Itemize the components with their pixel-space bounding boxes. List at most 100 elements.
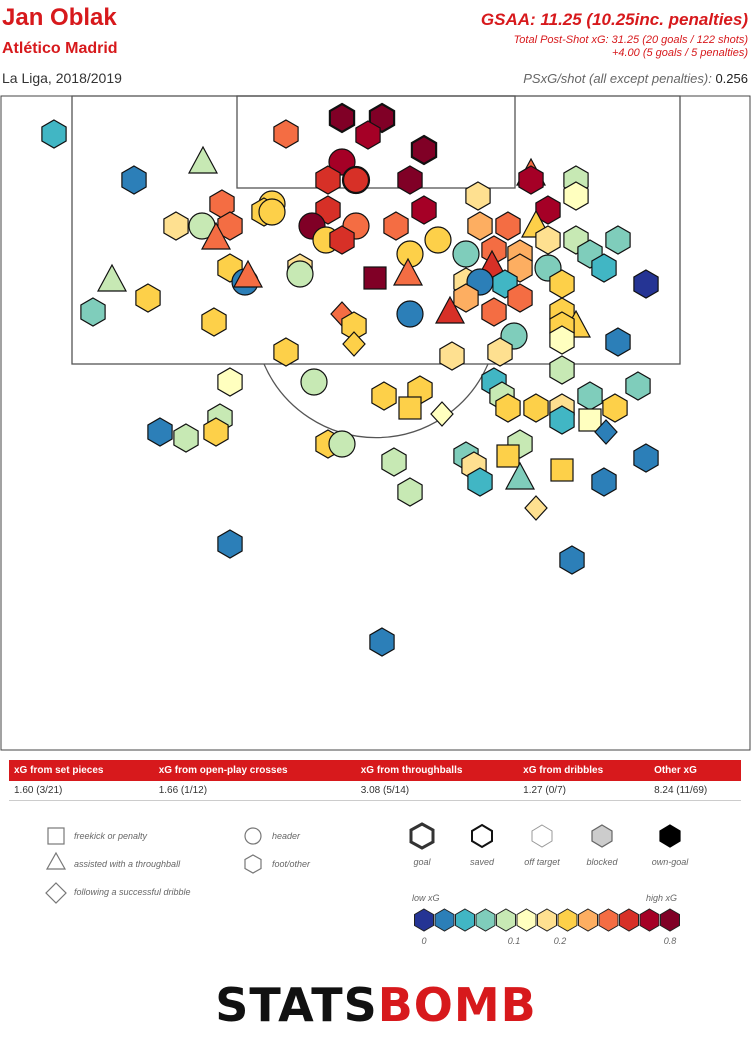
shot-marker [396, 300, 424, 328]
shot-marker [397, 165, 423, 195]
shot-marker [504, 461, 536, 490]
xg-scale-swatch [455, 908, 475, 932]
legend-throughball-label: assisted with a throughball [74, 859, 181, 869]
psxg-total: Total Post-Shot xG: 31.25 (20 goals / 12… [513, 34, 748, 46]
shot-marker [217, 529, 243, 559]
shot-marker [465, 181, 491, 211]
shot-marker [328, 430, 356, 458]
shot-marker [602, 393, 628, 423]
shot-marker [434, 295, 466, 324]
shot-marker [633, 443, 659, 473]
shot-marker [286, 260, 314, 288]
shot-marker [633, 269, 659, 299]
shot-marker [594, 419, 618, 445]
shot-marker [605, 327, 631, 357]
shot-marker [453, 283, 479, 313]
shot-marker [496, 444, 520, 468]
shot-marker [363, 266, 387, 290]
shot-marker [397, 477, 423, 507]
shot-marker [625, 371, 651, 401]
scale-tick-0.8: 0.8 [664, 936, 677, 946]
shot-marker [232, 259, 264, 288]
shot-marker [121, 165, 147, 195]
xg-scale-swatch [414, 908, 434, 932]
player-name: Jan Oblak [2, 4, 117, 31]
psxg-per-shot-label: PSxG/shot (all except penalties): [523, 71, 712, 86]
blocked-legend-icon [591, 824, 613, 848]
xg-scale-swatch [619, 908, 639, 932]
shot-marker [535, 195, 561, 225]
scale-tick-0: 0 [421, 936, 426, 946]
shot-marker [487, 337, 513, 367]
shot-marker [369, 627, 395, 657]
shot-marker [371, 381, 397, 411]
goal-legend-inner-icon [413, 826, 431, 846]
logo-stats: STATS [215, 978, 378, 1032]
shot-marker [201, 307, 227, 337]
shot-marker [41, 119, 67, 149]
shot-marker [559, 545, 585, 575]
shot-marker [383, 211, 409, 241]
shot-marker [549, 325, 575, 355]
circle-legend-icon [244, 827, 262, 845]
xg-header-throughballs: xG from throughballs [355, 760, 519, 781]
shot-marker [392, 257, 424, 286]
shot-marker [481, 297, 507, 327]
xg-scale-swatch [516, 908, 537, 932]
xg-value-crosses: 1.66 (1/12) [153, 781, 356, 801]
legend-off-target-label: off target [524, 857, 560, 867]
shot-marker [398, 396, 422, 420]
legend-blocked-label: blocked [586, 857, 618, 867]
shot-marker [411, 195, 437, 225]
shot-marker [187, 145, 219, 174]
legend: freekick or penalty assisted with a thro… [45, 822, 689, 946]
shot-marker [452, 240, 480, 268]
shot-marker [381, 447, 407, 477]
shot-marker [315, 165, 341, 195]
shot-marker [300, 368, 328, 396]
xg-scale-swatch [434, 908, 455, 932]
shot-marker [424, 226, 452, 254]
shot-marker [578, 408, 602, 432]
xg-header-set-pieces: xG from set pieces [9, 760, 154, 781]
shot-marker [217, 211, 243, 241]
legend-saved-label: saved [470, 857, 495, 867]
shot-marker [341, 165, 371, 195]
xg-scale-swatch [578, 908, 598, 932]
statsbomb-logo: STATSBOMB [0, 978, 752, 1032]
xg-value-throughballs: 3.08 (5/14) [355, 781, 519, 801]
xg-scale-swatch [639, 908, 660, 932]
shot-marker [535, 225, 561, 255]
shot-marker [80, 297, 106, 327]
scale-tick-0.1: 0.1 [508, 936, 521, 946]
shot-marker [342, 331, 366, 357]
shot-marker [217, 367, 243, 397]
xg-value-set-pieces: 1.60 (3/21) [9, 781, 154, 801]
shot-marker [591, 253, 617, 283]
triangle-legend-icon [45, 851, 67, 870]
shot-marker [173, 423, 199, 453]
xg-scale-swatch [660, 908, 680, 932]
xg-scale-swatch [537, 908, 557, 932]
legend-high-xg-label: high xG [646, 893, 677, 903]
shots-layer [41, 102, 659, 657]
psxg-penalties: +4.00 (5 goals / 5 penalties) [611, 47, 748, 59]
shot-marker [96, 263, 128, 292]
xg-value-other: 8.24 (11/69) [649, 781, 741, 801]
xg-header-other: Other xG [649, 760, 741, 781]
legend-goal-label: goal [413, 857, 431, 867]
shot-marker [329, 225, 355, 255]
shot-marker [439, 341, 465, 371]
shot-marker [467, 211, 493, 241]
season-label: La Liga, 2018/2019 [2, 70, 122, 86]
shot-marker [273, 119, 299, 149]
shot-marker [258, 198, 286, 226]
shot-marker [495, 393, 521, 423]
shot-marker [524, 495, 548, 521]
xg-value-dribbles: 1.27 (0/7) [518, 781, 650, 801]
xg-header-crosses: xG from open-play crosses [153, 760, 356, 781]
xg-scale-swatch [598, 908, 619, 932]
shot-marker [147, 417, 173, 447]
legend-foot-label: foot/other [272, 859, 311, 869]
legend-dribble-label: following a successful dribble [74, 887, 191, 897]
